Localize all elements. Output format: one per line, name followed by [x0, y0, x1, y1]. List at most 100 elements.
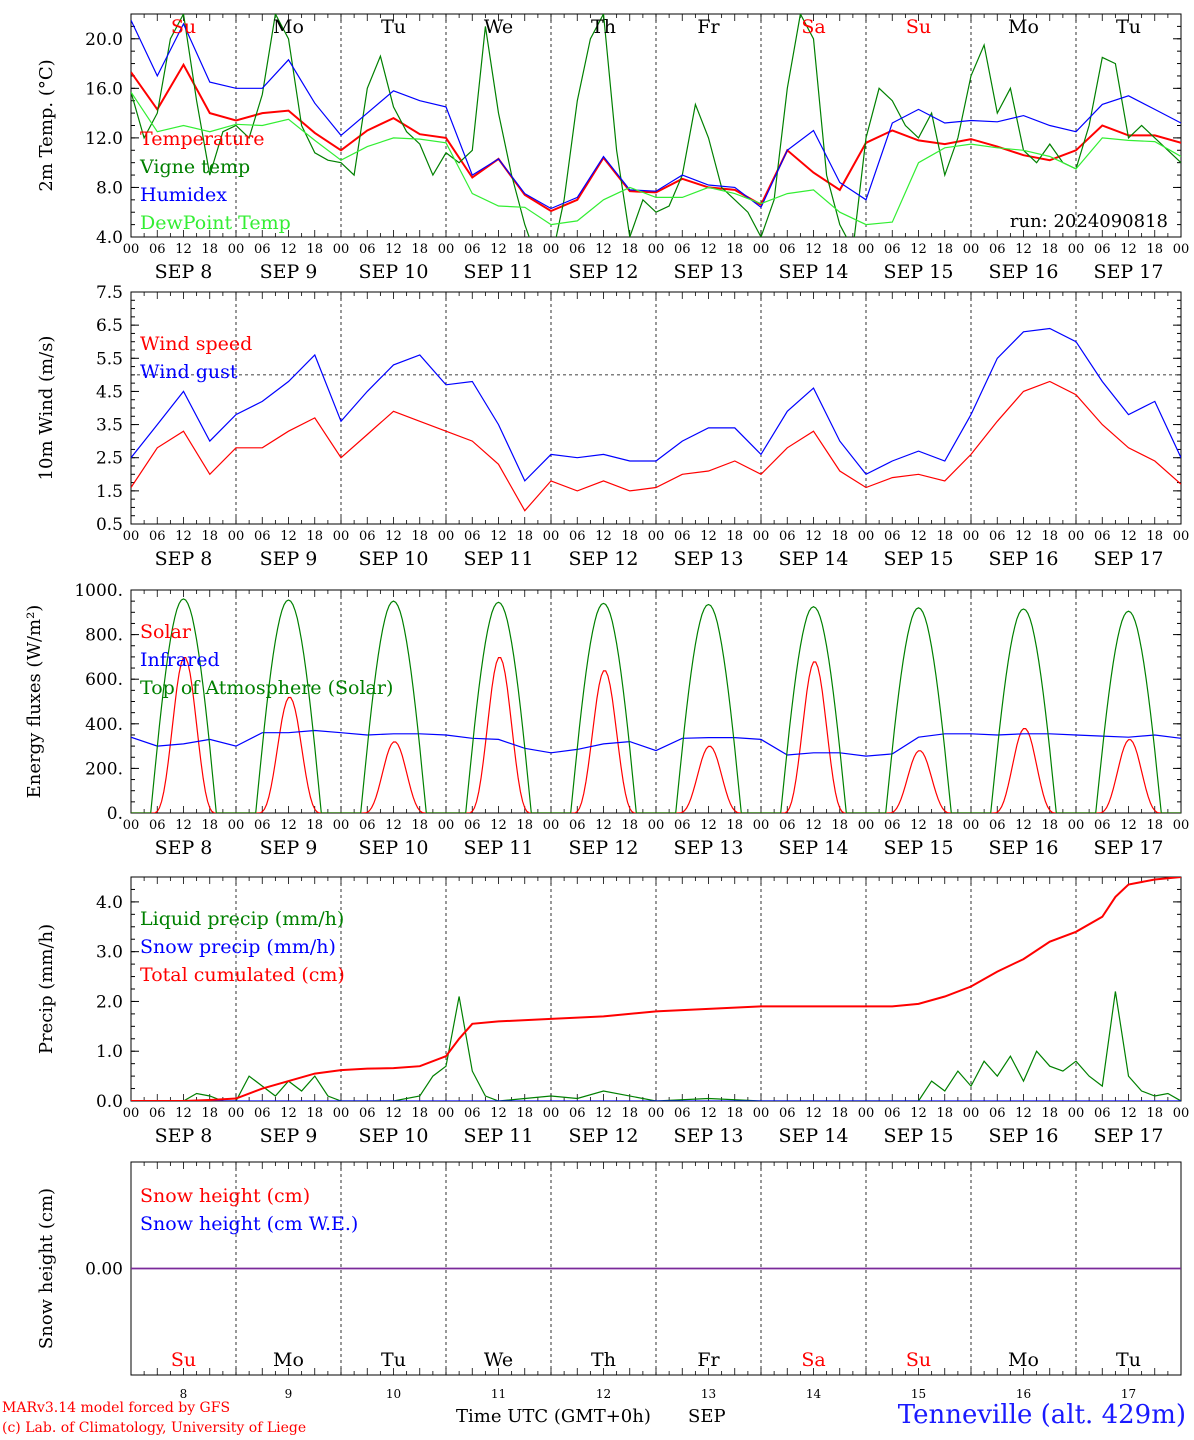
x-axis-label: Time UTC (GMT+0h): [456, 1406, 651, 1427]
y-axis-label: 10m Wind (m/s): [36, 336, 57, 481]
hour-tick-label: 00: [963, 529, 980, 544]
day-number-label: 13: [701, 1387, 716, 1401]
hour-tick-label: 12: [1015, 1106, 1032, 1121]
hour-tick-label: 12: [490, 529, 507, 544]
precip-series-total-cumulated-cm-: [131, 877, 1181, 1101]
date-label: SEP 13: [674, 548, 744, 570]
hour-tick-label: 06: [674, 1106, 691, 1121]
date-label: SEP 12: [569, 837, 639, 859]
month-label: SEP: [688, 1406, 726, 1427]
hour-tick-label: 18: [516, 818, 533, 833]
date-label: SEP 10: [359, 1125, 429, 1147]
energy-series-infrared: [131, 729, 1181, 757]
hour-tick-label: 12: [700, 1106, 717, 1121]
precip-hour-labels: 00 06 12 18 00 06 12 18 00 06 12 18 00 06 12 18 00 06 12 18…: [123, 1106, 1190, 1147]
y-tick-label: 3.5: [96, 416, 123, 436]
y-tick-label: 6.5: [96, 316, 123, 336]
day-number-label: 9: [285, 1387, 293, 1401]
hour-tick-label: 18: [1041, 529, 1058, 544]
temperature-frame: [130, 13, 1182, 238]
date-label: SEP 8: [155, 548, 213, 570]
energy-y-axis: 0. 200. 400. 600. 800. 1000. Energy fluxes (W/…: [24, 581, 1181, 824]
hour-tick-label: 00: [753, 242, 770, 257]
hour-tick-label: 18: [411, 242, 428, 257]
date-label: SEP 12: [569, 261, 639, 283]
hour-tick-label: 00: [963, 818, 980, 833]
date-label: SEP 14: [779, 548, 849, 570]
day-number-label: 10: [386, 1387, 401, 1401]
weekday-label: We: [484, 16, 513, 38]
hour-tick-label: 12: [595, 242, 612, 257]
date-label: SEP 16: [989, 261, 1059, 283]
weekday-label: Su: [906, 1349, 931, 1371]
hour-tick-label: 18: [621, 242, 638, 257]
hour-tick-label: 00: [123, 818, 140, 833]
hour-tick-label: 18: [1041, 242, 1058, 257]
hour-tick-label: 00: [1068, 1106, 1085, 1121]
date-label: SEP 14: [779, 837, 849, 859]
date-label: SEP 16: [989, 837, 1059, 859]
energy-frame: [130, 589, 1182, 814]
hour-tick-label: 00: [1173, 1106, 1190, 1121]
hour-tick-label: 12: [280, 529, 297, 544]
legend-entry: Solar: [140, 621, 192, 643]
legend-entry: Humidex: [140, 184, 227, 206]
date-label: SEP 17: [1094, 837, 1164, 859]
temperature-series-temperature: [131, 62, 1181, 213]
y-tick-label: 0.: [107, 804, 123, 824]
hour-tick-label: 18: [306, 242, 323, 257]
y-tick-label: 0.0: [96, 1092, 123, 1112]
weekday-label: Su: [906, 16, 931, 38]
y-axis-label: 2m Temp. (°C): [36, 59, 57, 191]
hour-tick-label: 18: [1146, 818, 1163, 833]
hour-tick-label: 00: [858, 529, 875, 544]
day-number-label: 11: [491, 1387, 506, 1401]
weekday-label: Mo: [1008, 16, 1039, 38]
wind-legend: Wind speed Wind gust: [140, 333, 252, 383]
hour-tick-label: 00: [543, 529, 560, 544]
hour-tick-label: 12: [1120, 818, 1137, 833]
hour-tick-label: 18: [726, 242, 743, 257]
hour-tick-label: 00: [1068, 529, 1085, 544]
date-label: SEP 9: [260, 261, 318, 283]
hour-tick-label: 00: [438, 1106, 455, 1121]
hour-tick-label: 00: [753, 818, 770, 833]
hour-tick-label: 12: [1120, 529, 1137, 544]
hour-tick-label: 18: [306, 818, 323, 833]
date-label: SEP 15: [884, 261, 954, 283]
hour-tick-label: 18: [936, 1106, 953, 1121]
hour-tick-label: 18: [831, 1106, 848, 1121]
y-tick-label: 400.: [85, 715, 123, 735]
hour-tick-label: 18: [516, 529, 533, 544]
weekday-label: Mo: [273, 16, 304, 38]
weekday-label: Tu: [381, 16, 406, 38]
hour-tick-label: 12: [490, 818, 507, 833]
date-label: SEP 13: [674, 1125, 744, 1147]
hour-tick-label: 12: [490, 242, 507, 257]
hour-tick-label: 00: [228, 818, 245, 833]
hour-tick-label: 00: [1173, 529, 1190, 544]
hour-tick-label: 06: [989, 818, 1006, 833]
weekday-label: We: [484, 1349, 513, 1371]
hour-tick-label: 12: [595, 818, 612, 833]
hour-tick-label: 06: [884, 1106, 901, 1121]
hour-tick-label: 00: [858, 242, 875, 257]
hour-tick-label: 00: [963, 242, 980, 257]
weekday-label: Sa: [801, 1349, 825, 1371]
precip-y-axis: 0.0 1.0 2.0 3.0 4.0 Precip (mm/h): [36, 876, 1181, 1112]
hour-tick-label: 18: [726, 1106, 743, 1121]
hour-tick-label: 12: [805, 818, 822, 833]
hour-tick-label: 06: [884, 529, 901, 544]
date-label: SEP 12: [569, 1125, 639, 1147]
y-tick-label: 1.5: [96, 482, 123, 502]
snow-legend: Snow height (cm) Snow height (cm W.E.): [140, 1185, 358, 1235]
hour-tick-label: 12: [1015, 529, 1032, 544]
y-tick-label: 5.5: [96, 349, 123, 369]
date-label: SEP 9: [260, 1125, 318, 1147]
hour-tick-label: 00: [753, 529, 770, 544]
weekday-label: Fr: [697, 1349, 720, 1371]
hour-tick-label: 12: [175, 242, 192, 257]
hour-tick-label: 00: [963, 1106, 980, 1121]
legend-entry: Wind speed: [140, 333, 252, 355]
